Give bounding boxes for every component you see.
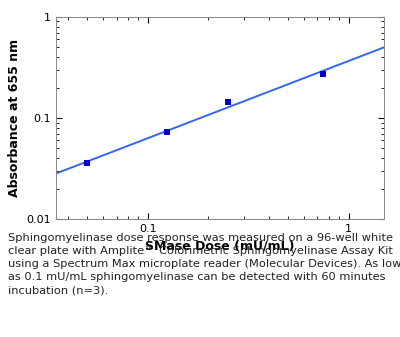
Y-axis label: Absorbance at 655 nm: Absorbance at 655 nm [8,39,21,197]
Text: Sphingomyelinase dose response was measured on a 96-well white
clear plate with : Sphingomyelinase dose response was measu… [8,233,400,295]
Point [84,160,90,165]
Point [164,130,170,135]
Point [224,99,231,104]
Point [320,71,327,76]
X-axis label: SMase Dose (mU/mL): SMase Dose (mU/mL) [145,240,295,252]
